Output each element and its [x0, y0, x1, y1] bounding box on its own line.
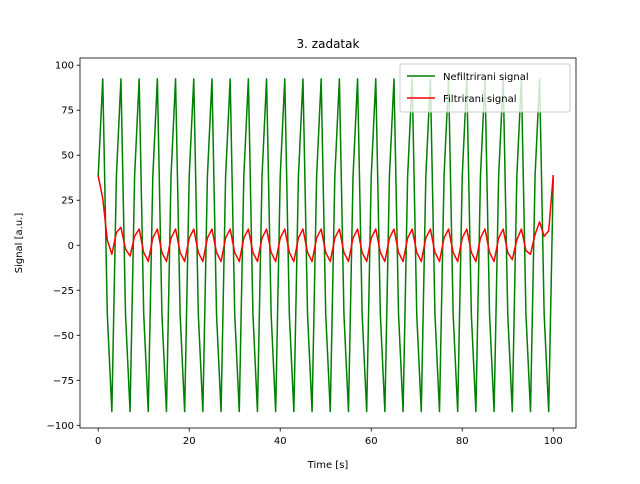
x-tick-label: 80 — [456, 436, 469, 447]
y-tick-label: 100 — [55, 61, 74, 72]
legend-label-nefiltrirani: Nefiltrirani signal — [443, 72, 529, 83]
x-axis-label: Time [s] — [307, 460, 349, 471]
plot-frame — [79, 57, 577, 429]
legend: Nefiltrirani signal Filtrirani signal — [399, 63, 571, 113]
legend-box — [399, 63, 571, 113]
x-tick-label: 40 — [274, 436, 287, 447]
x-tick-label: 0 — [95, 436, 101, 447]
series-line-1 — [97, 174, 554, 263]
y-axis-label: Signal [a.u.] — [14, 213, 25, 274]
y-tick-label: 25 — [61, 196, 74, 207]
y-tick-label: 0 — [68, 241, 74, 252]
y-tick-label: −75 — [53, 376, 74, 387]
y-tick-label: −50 — [53, 331, 74, 342]
y-tick-label: 75 — [61, 106, 74, 117]
legend-label-filtrirani: Filtrirani signal — [443, 94, 517, 105]
y-tick-label: 50 — [61, 151, 74, 162]
x-tick-label: 20 — [183, 436, 196, 447]
y-axis-ticks: −100 −75 −50 −25 0 25 50 75 100 — [47, 61, 80, 432]
x-axis-ticks: 0 20 40 60 80 100 — [95, 428, 563, 447]
x-tick-label: 100 — [544, 436, 563, 447]
chart-title: 3. zadatak — [297, 37, 360, 51]
series-layer — [97, 78, 554, 413]
series-line-0 — [97, 78, 554, 413]
y-tick-label: −25 — [53, 286, 74, 297]
x-tick-label: 60 — [365, 436, 378, 447]
y-tick-label: −100 — [47, 421, 74, 432]
